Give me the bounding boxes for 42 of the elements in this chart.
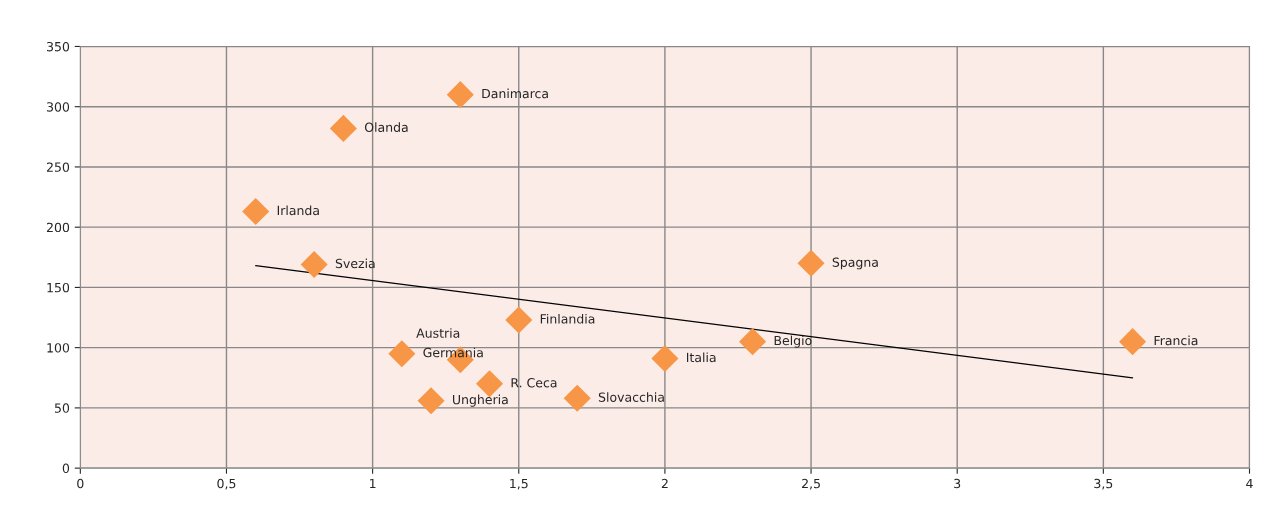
point (329, 114, 357, 142)
x-tick-label: 0 (77, 478, 84, 489)
annotation: Francia (1154, 335, 1198, 346)
annotation: Slovacchia (598, 392, 664, 402)
annotation: Ungheria (453, 394, 508, 407)
x-tick-label: 3 (954, 478, 961, 489)
x-tick-label: 4 (1246, 478, 1253, 489)
x-tick-label: 1,5 (510, 478, 528, 490)
point (300, 250, 328, 279)
x-tick-label: 0,5 (217, 478, 236, 490)
point (797, 249, 825, 277)
x-tick-label: 1 (370, 478, 376, 489)
annotation: R. Ceca (511, 377, 557, 388)
annotation: Olanda (364, 122, 408, 133)
point (242, 197, 270, 226)
point (505, 306, 533, 334)
point (446, 81, 474, 109)
annotation: Irlanda (277, 205, 319, 216)
annotation: Spagna (832, 257, 878, 270)
y-tick-label: 0 (62, 463, 70, 474)
point (1119, 328, 1147, 356)
annotation: Italia (686, 352, 716, 363)
point (417, 387, 445, 415)
annotation: Danimarca (482, 88, 548, 99)
y-tick-label: 100 (47, 343, 70, 353)
y-tick-label: 150 (47, 282, 70, 293)
point (388, 340, 416, 368)
point (563, 384, 591, 412)
x-tick-label: 3,5 (1094, 478, 1113, 490)
y-tick-label: 350 (47, 41, 70, 52)
y-tick-label: 250 (46, 162, 70, 172)
annotation: Austria (416, 328, 460, 338)
y-tick-label: 300 (47, 102, 70, 112)
x-tick-label: 2 (661, 478, 668, 489)
point (739, 328, 767, 356)
x-tick-label: 2,5 (802, 478, 820, 490)
annotation: Belgio (774, 335, 812, 348)
y-tick-label: 200 (46, 222, 70, 233)
annotation: Svezia (335, 258, 375, 269)
annotation: Finlandia (540, 313, 595, 324)
point (651, 344, 679, 373)
y-tick-label: 50 (54, 403, 70, 413)
